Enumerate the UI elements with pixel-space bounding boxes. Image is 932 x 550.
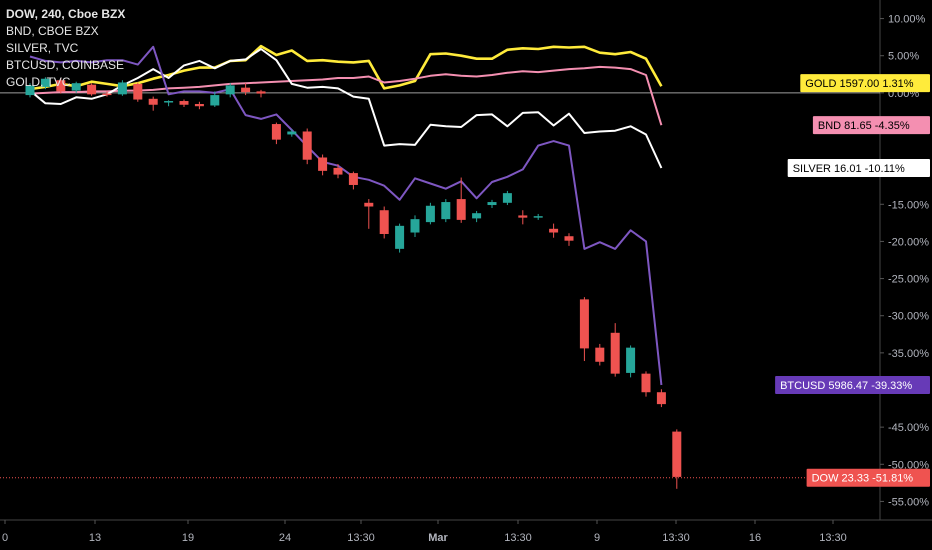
- y-tick-label: -45.00%: [888, 422, 929, 434]
- candle-body: [133, 83, 143, 100]
- series-line-gold: [29, 44, 663, 91]
- x-tick-label: 24: [279, 532, 291, 544]
- candle-body: [40, 78, 50, 87]
- last-value-bg: [800, 74, 930, 93]
- y-tick-label: -30.00%: [888, 311, 929, 323]
- candle-body: [256, 91, 266, 94]
- last-value-label[interactable]: SILVER 16.01 -10.11%: [787, 158, 930, 177]
- candle-body: [318, 157, 328, 171]
- candle-body: [425, 205, 435, 223]
- last-value-bg: [775, 376, 930, 395]
- series-line-btcusd: [29, 45, 663, 386]
- candle-body: [71, 83, 81, 91]
- x-tick-label: 16: [749, 532, 761, 544]
- candle-body: [117, 82, 127, 95]
- candle-body: [348, 173, 358, 185]
- last-value-label[interactable]: BND 81.65 -4.35%: [812, 116, 930, 135]
- candle-body: [549, 228, 559, 233]
- chart-legend: DOW, 240, Cboe BZX BND, CBOE BZX SILVER,…: [6, 6, 125, 91]
- candle-body: [626, 347, 636, 373]
- candle-body: [225, 85, 235, 95]
- candle-body: [179, 101, 189, 105]
- candle-body: [564, 236, 574, 241]
- legend-entry-bnd[interactable]: BND, CBOE BZX: [6, 24, 99, 38]
- x-tick-label: 19: [182, 532, 194, 544]
- candle-body: [641, 373, 651, 393]
- y-tick-label: -55.00%: [888, 496, 929, 508]
- legend-entry-btcusd[interactable]: BTCUSD, COINBASE: [6, 58, 125, 72]
- candle-body: [456, 199, 466, 220]
- x-tick-label: 13:30: [347, 532, 375, 544]
- candle-body: [102, 93, 112, 96]
- candle-body: [610, 332, 620, 374]
- candles-dow: [25, 77, 682, 489]
- candle-body: [672, 431, 682, 477]
- candle-body: [287, 131, 297, 135]
- candle-body: [595, 347, 605, 362]
- x-tick-label: 9: [594, 532, 600, 544]
- y-tick-label: 10.00%: [888, 14, 926, 26]
- y-tick-label: -35.00%: [888, 348, 929, 360]
- last-value-text: BND 81.65 -4.35%: [818, 120, 910, 132]
- y-tick-label: -15.00%: [888, 199, 929, 211]
- candle-body: [87, 84, 97, 95]
- candle-body: [395, 225, 405, 249]
- candle-body: [441, 202, 451, 220]
- last-value-text: DOW 23.33 -51.81%: [812, 473, 914, 485]
- last-value-bg: [812, 116, 930, 135]
- candle-body: [502, 193, 512, 203]
- candle-body: [56, 80, 66, 92]
- last-value-label[interactable]: BTCUSD 5986.47 -39.33%: [775, 376, 930, 395]
- last-value-text: SILVER 16.01 -10.11%: [793, 163, 905, 175]
- candle-body: [518, 215, 528, 218]
- candle-body: [364, 202, 374, 207]
- x-tick-label: 13:30: [819, 532, 847, 544]
- last-value-label[interactable]: DOW 23.33 -51.81%: [806, 468, 930, 487]
- candle-body: [533, 216, 543, 218]
- x-tick-label: 13:30: [662, 532, 690, 544]
- candle-body: [25, 85, 35, 96]
- last-value-bg: [787, 158, 930, 177]
- y-tick-label: 5.00%: [888, 51, 919, 63]
- legend-entry-dow[interactable]: DOW, 240, Cboe BZX: [6, 7, 126, 21]
- candle-body: [194, 104, 204, 107]
- candle-body: [302, 131, 312, 160]
- candle-body: [148, 98, 158, 105]
- x-tick-label: 0: [2, 532, 8, 544]
- x-tick-label: Mar: [428, 532, 448, 544]
- legend-entry-gold[interactable]: GOLD, TVC: [6, 75, 71, 89]
- candle-body: [410, 219, 420, 233]
- x-tick-label: 13:30: [504, 532, 532, 544]
- y-tick-label: -20.00%: [888, 236, 929, 248]
- candle-body: [333, 167, 343, 175]
- candle-body: [379, 210, 389, 234]
- last-value-label[interactable]: GOLD 1597.00 1.31%: [800, 74, 930, 93]
- candle-body: [579, 299, 589, 349]
- candle-body: [164, 101, 174, 103]
- last-value-bg: [806, 468, 930, 487]
- candle-body: [210, 95, 220, 106]
- candle-body: [241, 87, 251, 93]
- y-tick-label: -25.00%: [888, 274, 929, 286]
- legend-entry-silver[interactable]: SILVER, TVC: [6, 41, 79, 55]
- candle-body: [656, 392, 666, 405]
- candle-body: [271, 124, 281, 140]
- candle-body: [472, 213, 482, 219]
- last-value-text: GOLD 1597.00 1.31%: [805, 78, 913, 90]
- candle-body: [487, 202, 497, 206]
- last-value-text: BTCUSD 5986.47 -39.33%: [780, 380, 912, 392]
- y-tick-label: -50.00%: [888, 459, 929, 471]
- x-tick-label: 13: [89, 532, 101, 544]
- series-line-silver: [29, 48, 663, 169]
